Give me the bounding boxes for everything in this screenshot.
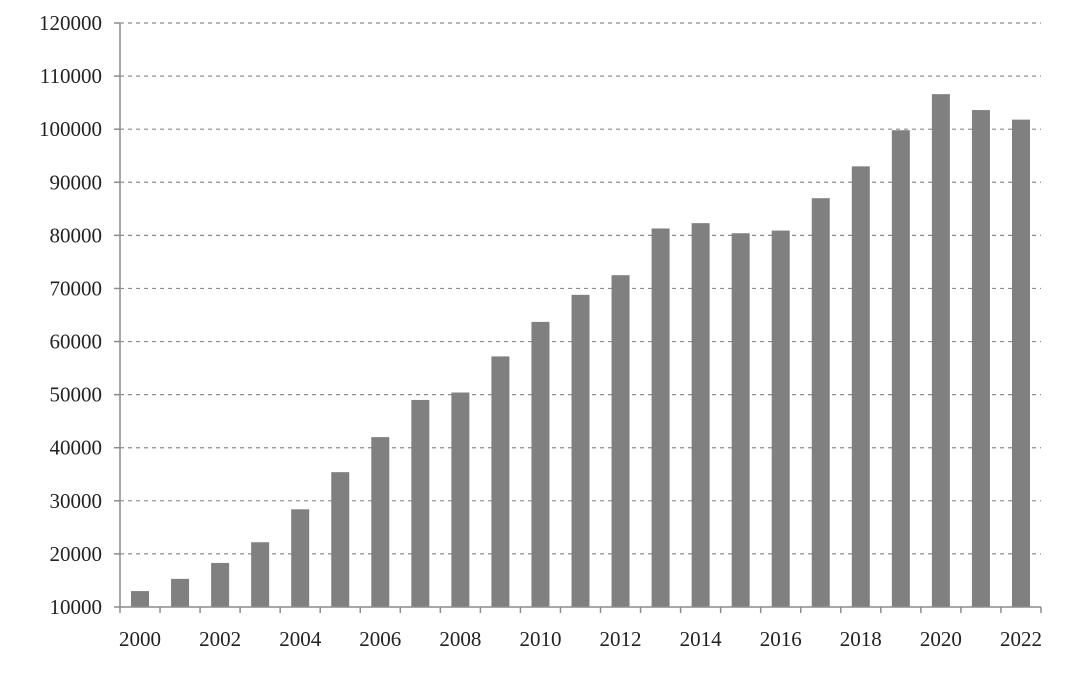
bar-2007 [411,399,430,607]
grid-lines [120,22,1041,555]
bar-2013 [651,228,670,607]
y-tick-label: 30000 [50,489,103,513]
bar-2001 [171,578,190,607]
x-tick-label: 2016 [760,627,802,651]
x-tick-label: 2000 [119,627,161,651]
x-tick-label: 2006 [359,627,401,651]
bar-series [131,94,1030,608]
bar-2022 [1011,119,1030,607]
bar-2002 [211,562,230,607]
y-tick-label: 60000 [50,330,103,354]
x-tick-label: 2010 [519,627,561,651]
bar-2010 [531,321,550,607]
bar-2005 [331,472,350,607]
y-tick-label: 50000 [50,383,103,407]
y-tick-label: 40000 [50,436,103,460]
x-tick-label: 2020 [920,627,962,651]
y-tick-label: 90000 [50,170,103,194]
x-tick-label: 2012 [600,627,642,651]
y-tick-label: 120000 [39,11,102,35]
x-tick-label: 2008 [439,627,481,651]
bar-2003 [251,542,270,607]
y-tick-label: 100000 [39,117,102,141]
axes [119,23,1041,608]
bar-2021 [971,110,990,607]
bar-2006 [371,437,390,607]
x-tick-label: 2002 [199,627,241,651]
bar-2011 [571,294,590,607]
bar-2004 [291,509,310,607]
bar-2020 [931,94,950,607]
bar-2009 [491,356,510,607]
y-tick-label: 20000 [50,542,103,566]
x-axis-ticks: 2000 2002 2004 2006 2008 2010 2012 2014 2016 2018… [119,607,1042,651]
bar-2000 [131,591,150,607]
bar-2012 [611,275,630,607]
y-axis-ticks: 10000 20000 30000 40000 50000 60000 70000 80000… [39,11,120,619]
bar-2016 [771,230,790,607]
y-tick-label: 80000 [50,223,103,247]
bar-2015 [731,233,750,608]
bar-2019 [891,130,910,607]
y-tick-label: 110000 [40,64,102,88]
x-tick-label: 2014 [680,627,723,651]
y-tick-label: 70000 [50,276,103,300]
x-tick-label: 2022 [1000,627,1042,651]
bar-2008 [451,392,470,607]
bar-2014 [691,223,710,608]
bar-2018 [851,166,870,607]
bar-2017 [811,198,830,607]
y-tick-label: 10000 [50,595,103,619]
x-tick-label: 2004 [279,627,322,651]
x-tick-label: 2018 [840,627,882,651]
